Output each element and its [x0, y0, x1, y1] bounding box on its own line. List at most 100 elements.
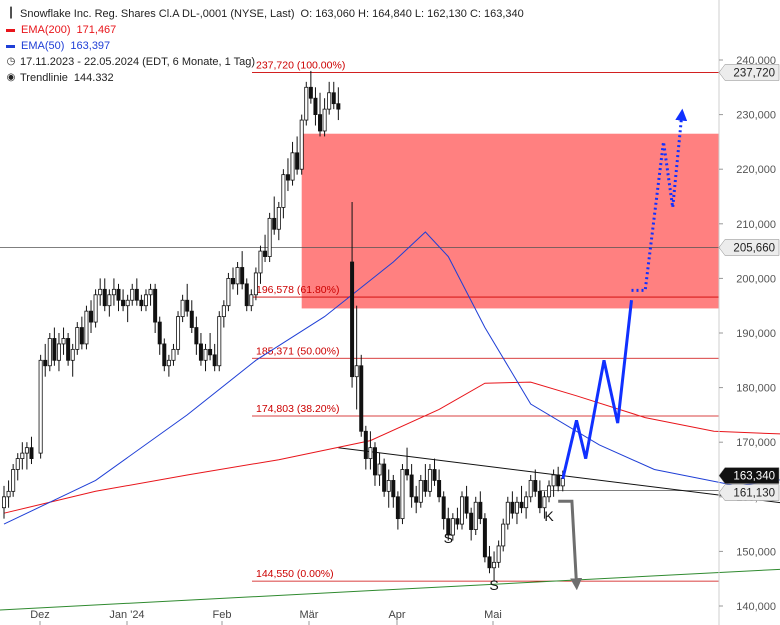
candle	[537, 480, 542, 514]
forecast-bullish-target	[631, 108, 688, 292]
candle-body	[134, 288, 139, 301]
candle-body	[15, 458, 20, 470]
candle-body	[496, 545, 501, 563]
candle	[125, 294, 130, 323]
y-tick-label: 150,000	[736, 546, 776, 558]
legend-ema200-row[interactable]: EMA(200) 171,467	[6, 22, 524, 38]
legend-period-row: ◷ 17.11.2023 - 22.05.2024 (EDT, 6 Monate…	[6, 54, 524, 70]
candle-body	[414, 496, 419, 503]
candle	[157, 316, 162, 355]
candle	[359, 354, 364, 437]
candle	[121, 289, 126, 312]
candle	[176, 311, 181, 355]
candle-body	[492, 561, 497, 569]
forecast-paths	[558, 108, 688, 591]
price-tag-label: 161,130	[733, 488, 775, 500]
ema50-swatch	[6, 44, 15, 48]
candle	[391, 474, 396, 508]
candle	[354, 305, 359, 410]
candle	[505, 496, 510, 530]
trend-value: 144.332	[73, 72, 114, 84]
ema50-line	[3, 231, 780, 525]
candlestick-series	[2, 70, 565, 581]
candle	[38, 354, 43, 459]
y-tick-label: 240,000	[736, 55, 776, 67]
price-tags: 237,720 205,660 163,340 161,130	[718, 64, 780, 501]
legend-trend-row[interactable]: ◉ Trendlinie 144.332	[6, 70, 524, 86]
candle	[2, 485, 7, 519]
candle-body	[437, 480, 442, 498]
candle	[285, 158, 290, 192]
candle	[66, 333, 71, 366]
candle	[139, 294, 144, 312]
pattern-label: S	[489, 577, 498, 593]
candle	[185, 283, 190, 317]
candle-body	[66, 338, 71, 361]
y-axis: 140,000150,000160,000170,000180,000190,0…	[718, 0, 776, 625]
candle-body	[418, 480, 423, 503]
candle	[409, 464, 414, 508]
candle-body	[56, 343, 61, 361]
candle-body	[290, 152, 295, 181]
candle	[11, 464, 16, 497]
candle	[313, 87, 318, 126]
candle-body	[372, 447, 377, 476]
candle	[487, 545, 492, 574]
candle-body	[519, 501, 524, 509]
candle-body	[235, 267, 240, 285]
candle	[533, 469, 538, 497]
candle	[189, 300, 194, 333]
candle	[400, 464, 405, 525]
candle	[322, 98, 327, 137]
candle-body	[230, 277, 235, 285]
candle	[514, 496, 519, 525]
candle-body	[253, 272, 258, 296]
candle	[111, 278, 116, 306]
candle-body	[226, 277, 231, 307]
candle-body	[391, 480, 396, 498]
legend-ema50-row[interactable]: EMA(50) 163,397	[6, 38, 524, 54]
x-tick-label: Dez	[30, 609, 50, 621]
candle-body	[153, 288, 158, 323]
candle	[75, 322, 80, 355]
price-tag-box	[718, 64, 780, 81]
pattern-annotations: S S K	[444, 508, 555, 593]
fib-label: 174,803 (38.20%)	[256, 403, 339, 415]
candle	[318, 92, 323, 137]
candle-body	[185, 299, 190, 312]
candle-body	[450, 518, 455, 536]
candle	[501, 518, 506, 552]
candle-body	[180, 299, 185, 318]
candle-body	[304, 86, 309, 121]
candle-body	[427, 469, 432, 492]
candle	[459, 491, 464, 530]
candle-body	[203, 348, 208, 361]
candle-body	[24, 447, 29, 454]
candle-body	[368, 447, 373, 459]
candle-body	[482, 518, 487, 558]
price-grid	[0, 247, 719, 491]
candle-body	[514, 501, 519, 514]
candle-body	[359, 365, 364, 432]
price-tag-label: 163,340	[733, 471, 775, 483]
candle	[464, 485, 469, 519]
candle	[171, 343, 176, 366]
candle	[134, 278, 139, 306]
candle	[524, 491, 529, 519]
candle-body	[98, 288, 103, 296]
candle	[258, 245, 263, 284]
candle-body	[331, 92, 336, 105]
candle	[84, 305, 89, 350]
candle-body	[354, 365, 359, 378]
ema200-line	[3, 381, 780, 514]
candle-body	[121, 299, 126, 307]
candle-body	[276, 207, 281, 230]
candle	[455, 507, 460, 530]
candle	[102, 278, 107, 312]
candle	[350, 201, 355, 388]
candle-body	[157, 321, 162, 345]
candle	[336, 87, 341, 121]
candle	[203, 343, 208, 372]
candle	[327, 81, 332, 115]
